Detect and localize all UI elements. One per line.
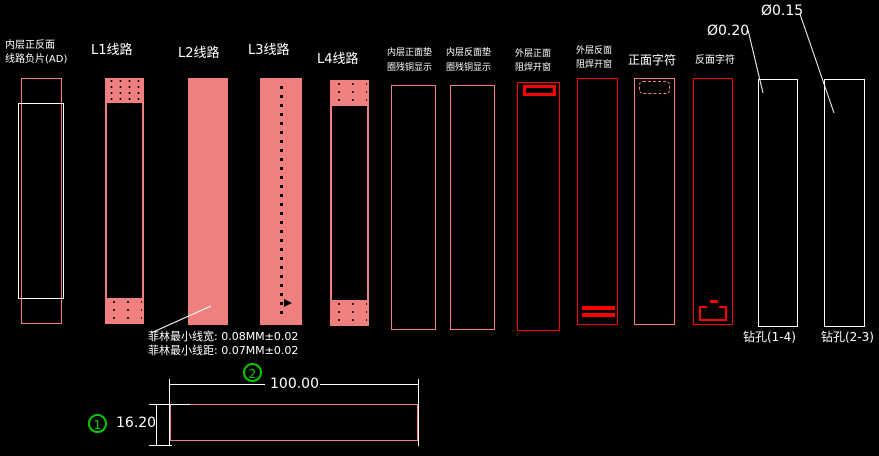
l4-bottom-copper [332, 300, 367, 326]
layer-l3-film[interactable] [260, 78, 302, 325]
silk-back-dash [710, 300, 718, 303]
drill-23-label[interactable]: 钻孔(2-3) [821, 330, 874, 344]
layer-l3-label[interactable]: L3线路 [248, 43, 290, 58]
mask-back-label-line2[interactable]: 阻焊开窗 [576, 60, 613, 70]
silk-front-label[interactable]: 正面字符 [628, 53, 677, 67]
mask-front-label-line1[interactable]: 外层正面 [515, 49, 552, 59]
inner-negative-panel-outline[interactable] [18, 103, 64, 299]
silk-back-film[interactable] [693, 78, 733, 325]
l1-top-copper [107, 78, 142, 103]
mask-back-opening [582, 306, 615, 317]
board-width-dimension[interactable]: 16.20 [116, 415, 157, 431]
drill-23-film[interactable] [824, 79, 865, 327]
leader-drill-14 [747, 29, 764, 94]
mask-back-label-line1[interactable]: 外层反面 [576, 46, 613, 56]
mask-front-label-line2[interactable]: 阻焊开窗 [515, 63, 552, 73]
leader-min-line-width [150, 305, 212, 334]
layer-l2-label[interactable]: L2线路 [178, 46, 220, 61]
l1-bottom-copper [107, 298, 142, 324]
silk-back-label[interactable]: 反面字符 [695, 55, 735, 66]
layer-l2-film[interactable] [188, 78, 228, 325]
l4-top-copper [332, 80, 367, 106]
layer-l4-label[interactable]: L4线路 [317, 52, 359, 67]
drill-14-diameter[interactable]: Ø0.20 [707, 23, 750, 39]
min-line-width-note[interactable]: 菲林最小线宽: 0.08MM±0.02 [148, 330, 299, 343]
mask-back-film[interactable] [577, 78, 618, 325]
inner-front-pad-label-line2[interactable]: 圈残铜显示 [387, 63, 433, 73]
drawing-title-line2: 线路负片(AD) [5, 54, 68, 65]
drill-23-diameter[interactable]: Ø0.15 [761, 3, 804, 19]
layer-l1-label[interactable]: L1线路 [91, 43, 133, 58]
inner-back-pad-film[interactable] [450, 85, 495, 330]
board-outline[interactable] [170, 404, 418, 441]
inner-back-pad-label-line2[interactable]: 圈残铜显示 [446, 63, 492, 73]
silk-front-marks [639, 81, 670, 94]
drawing-title-line1: 内层正反面 [5, 40, 55, 51]
min-line-space-note[interactable]: 菲林最小线距: 0.07MM±0.02 [148, 344, 299, 357]
drill-14-film[interactable] [758, 79, 798, 327]
silk-back-marks [699, 306, 727, 321]
l3-arrow-mark [284, 299, 292, 307]
inner-negative-film-outline[interactable] [21, 78, 62, 324]
drill-14-label[interactable]: 钻孔(1-4) [743, 330, 796, 344]
balloon-2[interactable]: 2 [243, 363, 262, 382]
layer-l4-film[interactable] [330, 80, 369, 326]
inner-back-pad-label-line1[interactable]: 内层反面垫 [446, 48, 492, 58]
inner-front-pad-film[interactable] [391, 85, 436, 330]
balloon-1[interactable]: 1 [88, 414, 107, 433]
mask-front-film[interactable] [517, 82, 560, 331]
mask-front-opening [523, 85, 556, 96]
inner-front-pad-label-line1[interactable]: 内层正面垫 [387, 48, 433, 58]
l3-via-column [280, 86, 283, 318]
layer-l1-film[interactable] [105, 78, 144, 324]
leader-drill-23 [799, 13, 835, 114]
board-length-dimension[interactable]: 100.00 [270, 376, 319, 392]
silk-front-film[interactable] [634, 78, 675, 325]
